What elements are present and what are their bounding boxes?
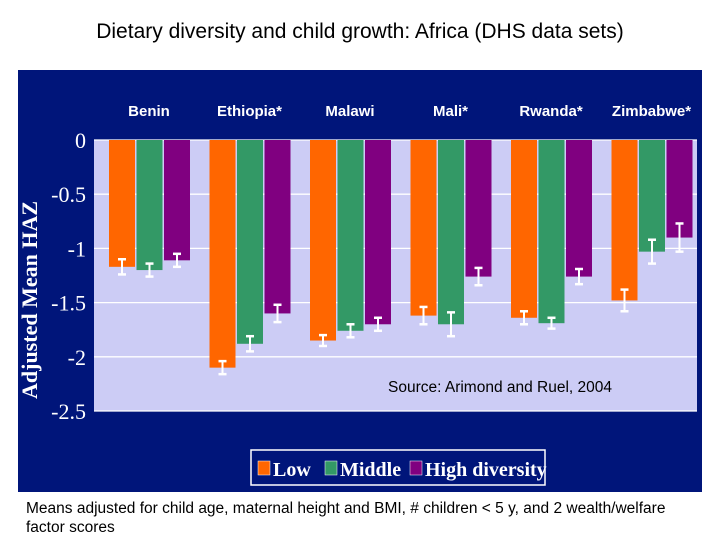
category-label: Zimbabwe* [612, 103, 691, 120]
bar [337, 140, 364, 331]
footnote: Means adjusted for child age, maternal h… [26, 500, 666, 536]
plot-area [94, 140, 697, 411]
legend-label: Low [273, 459, 311, 481]
bar [237, 140, 263, 344]
y-tick-label: -2 [68, 345, 86, 370]
bar [611, 140, 638, 301]
bar [109, 140, 135, 267]
legend-box [250, 449, 546, 486]
category-label: Malawi [325, 103, 374, 120]
legend-swatch [324, 460, 338, 476]
category-label: Ethiopia* [217, 103, 282, 120]
y-tick-label: -0.5 [51, 182, 86, 207]
legend-label: High diversity [425, 459, 547, 481]
source-annotation: Source: Arimond and Ruel, 2004 [388, 379, 612, 396]
bar [511, 140, 537, 318]
bar [209, 140, 236, 368]
bar [438, 140, 464, 325]
bar [164, 140, 190, 261]
bar [566, 140, 592, 277]
bar [264, 140, 291, 314]
bar [365, 140, 391, 325]
bar [465, 140, 492, 277]
bar [136, 140, 163, 271]
bar [410, 140, 437, 316]
category-label: Rwanda* [519, 103, 583, 120]
category-label: Mali* [433, 103, 468, 120]
slide-title: Dietary diversity and child growth: Afri… [96, 20, 624, 43]
legend-swatch [409, 460, 423, 476]
bar [538, 140, 565, 324]
bar [639, 140, 665, 252]
legend-swatch [257, 460, 271, 476]
bar [310, 140, 336, 341]
category-label: Benin [128, 103, 170, 120]
legend-label: Middle [340, 459, 401, 481]
y-axis-label: Adjusted Mean HAZ [17, 201, 42, 399]
y-tick-label: -2.5 [51, 399, 86, 424]
y-tick-label: -1.5 [51, 291, 86, 316]
y-tick-label: 0 [75, 128, 86, 153]
bar [666, 140, 693, 238]
y-tick-label: -1 [68, 236, 86, 261]
